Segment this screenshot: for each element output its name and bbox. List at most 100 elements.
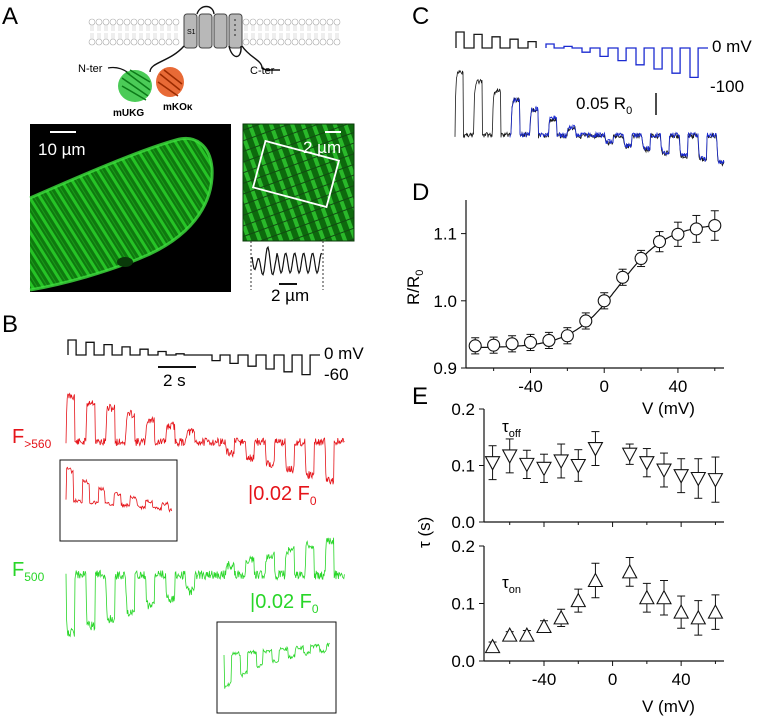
- lipid-head: [137, 38, 145, 46]
- s1-label: S1: [187, 29, 196, 36]
- data-point: [690, 609, 707, 625]
- lipid-head: [270, 18, 278, 26]
- y-tick-label: 0.1: [451, 457, 475, 476]
- n-ter-label: N-ter: [78, 63, 103, 75]
- data-point: [616, 270, 630, 284]
- lipid-head: [130, 18, 138, 26]
- red-inset: [59, 459, 178, 542]
- panel-e: E τ (s) 0.0 0.1 0.2 0.0 0.1 0.2 -40 0 40 τoff τ…: [412, 383, 724, 716]
- panel-e-ylabel: τ (s): [415, 517, 434, 548]
- panel-e-xlabel: V (mV): [642, 697, 695, 716]
- lipid-head: [333, 18, 341, 26]
- data-point: [501, 449, 518, 465]
- data-point: [656, 463, 672, 479]
- lipid-head: [102, 18, 110, 26]
- data-point: [553, 609, 570, 625]
- cardiomyocyte-image: 10 µm: [29, 124, 231, 292]
- tau-off-label: τoff: [502, 417, 522, 440]
- red-inset-trace: [65, 466, 173, 513]
- lipid-head: [326, 18, 334, 26]
- mkok-barrel-icon: [156, 67, 184, 97]
- voltage-protocol-c-blue: [545, 43, 708, 79]
- lipid-head: [137, 18, 145, 26]
- lipid-head: [242, 38, 250, 46]
- lipid-head: [144, 18, 152, 26]
- scalebar-2um-top-label: 2 µm: [303, 138, 341, 157]
- chart-e-bottom: 0.0 0.1 0.2 -40 0 40: [451, 537, 724, 689]
- data-point: [553, 454, 570, 470]
- x-tick-label: 40: [668, 377, 687, 396]
- red-scale-label: |0.02 F0: [248, 483, 317, 508]
- panel-a-letter: A: [2, 3, 18, 30]
- data-point: [634, 251, 648, 266]
- y-tick-label: 0.0: [451, 513, 475, 532]
- lipid-head: [102, 38, 110, 46]
- lipid-head: [95, 18, 103, 26]
- protocol-b-minus60: -60: [324, 365, 349, 384]
- lipid-head: [109, 38, 117, 46]
- data-point: [570, 592, 587, 608]
- time-scalebar-label: 2 s: [163, 371, 186, 390]
- mukg-label: mUKG: [113, 108, 144, 119]
- data-point: [638, 589, 655, 605]
- ratio-trace-blue: [509, 96, 725, 165]
- data-point: [468, 339, 482, 353]
- y-tick-label: 0.2: [451, 400, 475, 419]
- lipid-head: [291, 18, 299, 26]
- panel-d-letter: D: [412, 179, 429, 206]
- data-point: [505, 337, 519, 351]
- data-point: [484, 638, 501, 654]
- panel-a: A S1 N-ter C-ter mU: [2, 3, 355, 305]
- data-point: [518, 626, 535, 642]
- scalebar-2um-bottom-label: 2 µm: [271, 286, 309, 305]
- lipid-head: [123, 18, 131, 26]
- data-point: [501, 626, 518, 642]
- data-point: [536, 618, 552, 634]
- lipid-head: [172, 38, 180, 46]
- data-point: [707, 473, 724, 488]
- red-fluorescence-trace: [65, 392, 345, 485]
- lipid-head: [116, 18, 124, 26]
- chart-e-top: 0.0 0.1 0.2: [451, 400, 724, 532]
- data-point: [621, 563, 638, 579]
- data-point: [587, 441, 604, 457]
- lipid-head: [109, 18, 117, 26]
- lipid-head: [326, 38, 334, 46]
- protocol-c-0mv: 0 mV: [712, 37, 752, 56]
- voltage-protocol-b: [67, 339, 320, 376]
- green-inset: [216, 621, 337, 714]
- green-inset-trace: [223, 642, 330, 689]
- data-point: [518, 457, 535, 473]
- data-point: [570, 458, 587, 474]
- red-trace-label: F>560: [12, 426, 52, 451]
- lipid-head: [151, 38, 159, 46]
- green-fluorescence-trace: [65, 537, 345, 638]
- tau-on-label: τon: [502, 573, 521, 596]
- lipid-head: [158, 38, 166, 46]
- lipid-head: [298, 38, 306, 46]
- lipid-head: [144, 38, 152, 46]
- fit-curve: [473, 225, 717, 349]
- cell-edge: [29, 137, 214, 292]
- mukg-barrel-icon: [118, 69, 152, 102]
- lipid-head: [116, 38, 124, 46]
- lipid-head: [249, 38, 257, 46]
- lipid-head: [312, 18, 320, 26]
- cell-body: [30, 138, 213, 290]
- lipid-head: [298, 18, 306, 26]
- data-point: [536, 461, 552, 477]
- lipid-head: [165, 38, 173, 46]
- intensity-profile: [251, 245, 323, 276]
- lipid-head: [249, 18, 257, 26]
- data-point: [707, 603, 724, 619]
- ratio-scale-label: 0.05 R0: [576, 94, 632, 117]
- x-tick-label: 40: [672, 670, 691, 689]
- lipid-head: [291, 38, 299, 46]
- zoom-image: 2 µm 2 µm: [242, 123, 355, 305]
- data-point: [587, 572, 604, 588]
- lipid-head: [319, 38, 327, 46]
- y-tick-label: 0.1: [451, 595, 475, 614]
- c-ter-label: C-ter: [250, 65, 275, 77]
- lipid-head: [333, 38, 341, 46]
- lipid-head: [305, 18, 313, 26]
